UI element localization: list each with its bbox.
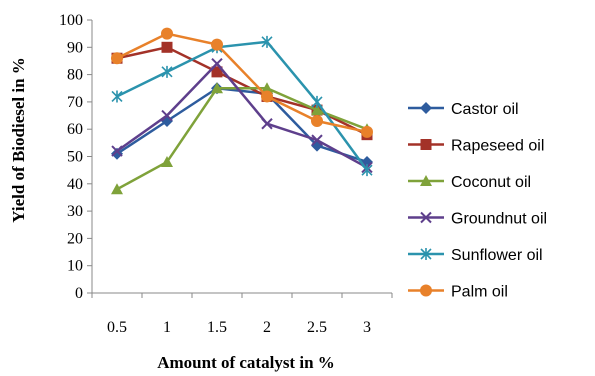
legend-item-sunflower-oil: Sunflower oil xyxy=(408,247,543,264)
y-tick-label: 0 xyxy=(75,285,83,302)
y-tick-label: 40 xyxy=(67,176,83,193)
y-tick-label: 100 xyxy=(59,12,83,29)
legend-item-groundnut-oil: Groundnut oil xyxy=(408,211,547,228)
data-point-groundnut-oil xyxy=(261,118,273,130)
data-point-coconut-oil xyxy=(311,104,323,116)
data-point-coconut-oil xyxy=(261,82,273,94)
x-tick-label: 1.5 xyxy=(207,319,227,336)
y-tick-label: 80 xyxy=(67,67,83,84)
legend-marker xyxy=(420,139,432,150)
data-point-groundnut-oil xyxy=(161,109,173,122)
x-axis-title: Amount of catalyst in % xyxy=(157,353,335,372)
data-point-palm-oil xyxy=(111,52,123,65)
data-point-sunflower-oil xyxy=(161,65,173,78)
x-tick-label: 0.5 xyxy=(107,319,127,336)
data-point-sunflower-oil xyxy=(261,35,273,48)
data-point-rapeseed-oil xyxy=(211,66,223,78)
data-point-coconut-oil xyxy=(161,155,173,167)
legend-label: Rapeseed oil xyxy=(451,138,544,155)
data-point-groundnut-oil xyxy=(311,134,323,146)
x-axis-ticks: 0.5 1 1.5 2 2.5 3 xyxy=(91,293,393,336)
x-tick-label: 1 xyxy=(163,319,171,336)
data-point-castor-oil xyxy=(111,147,123,160)
legend-marker xyxy=(420,284,432,297)
y-tick-label: 90 xyxy=(67,39,83,56)
x-tick-label: 2.5 xyxy=(307,319,327,336)
series-layer xyxy=(111,27,373,195)
series-line-coconut-oil xyxy=(116,87,368,191)
legend: Castor oil Rapeseed oil Coconut oil Groundn… xyxy=(408,101,547,301)
series-line-groundnut-oil xyxy=(116,61,368,169)
legend-item-coconut-oil: Coconut oil xyxy=(408,174,531,191)
y-axis-title: Yield of Biodiesel in % xyxy=(9,57,28,223)
data-point-palm-oil xyxy=(361,125,373,138)
x-tick-label: 2 xyxy=(263,319,271,336)
data-point-coconut-oil xyxy=(111,183,123,195)
series-sunflower-oil xyxy=(111,35,373,177)
legend-marker xyxy=(420,248,432,260)
data-point-palm-oil xyxy=(211,38,223,51)
data-point-palm-oil xyxy=(161,27,173,40)
legend-item-palm-oil: Palm oil xyxy=(408,284,508,301)
y-tick-label: 30 xyxy=(67,203,83,220)
series-line-castor-oil xyxy=(116,86,368,164)
y-axis-ticks: 0 10 20 30 40 50 60 70 80 90 100 xyxy=(59,12,92,302)
legend-item-rapeseed-oil: Rapeseed oil xyxy=(408,138,544,155)
data-point-rapeseed-oil xyxy=(161,41,173,53)
y-tick-label: 20 xyxy=(67,230,83,247)
legend-label: Groundnut oil xyxy=(451,211,547,228)
legend-item-castor-oil: Castor oil xyxy=(408,101,519,118)
y-tick-label: 10 xyxy=(67,258,83,275)
legend-label: Castor oil xyxy=(451,101,519,118)
y-tick-label: 60 xyxy=(67,121,83,138)
data-point-palm-oil xyxy=(261,90,273,103)
data-point-sunflower-oil xyxy=(111,90,123,103)
legend-marker xyxy=(420,175,432,186)
data-point-sunflower-oil xyxy=(361,164,373,177)
y-tick-label: 70 xyxy=(67,94,83,111)
data-point-groundnut-oil xyxy=(111,145,123,157)
series-coconut-oil xyxy=(111,82,373,195)
x-tick-label: 3 xyxy=(363,319,371,336)
series-line-palm-oil xyxy=(116,32,368,134)
series-palm-oil xyxy=(111,27,373,138)
y-tick-label: 50 xyxy=(67,149,83,166)
data-point-sunflower-oil xyxy=(311,95,323,108)
legend-label: Sunflower oil xyxy=(451,247,543,264)
data-point-palm-oil xyxy=(311,115,323,128)
legend-label: Coconut oil xyxy=(451,174,531,191)
data-point-coconut-oil xyxy=(211,82,223,94)
series-line-sunflower-oil xyxy=(116,40,369,171)
legend-marker xyxy=(420,102,432,114)
legend-marker xyxy=(420,211,432,224)
data-point-groundnut-oil xyxy=(211,57,223,70)
legend-label: Palm oil xyxy=(451,284,508,301)
